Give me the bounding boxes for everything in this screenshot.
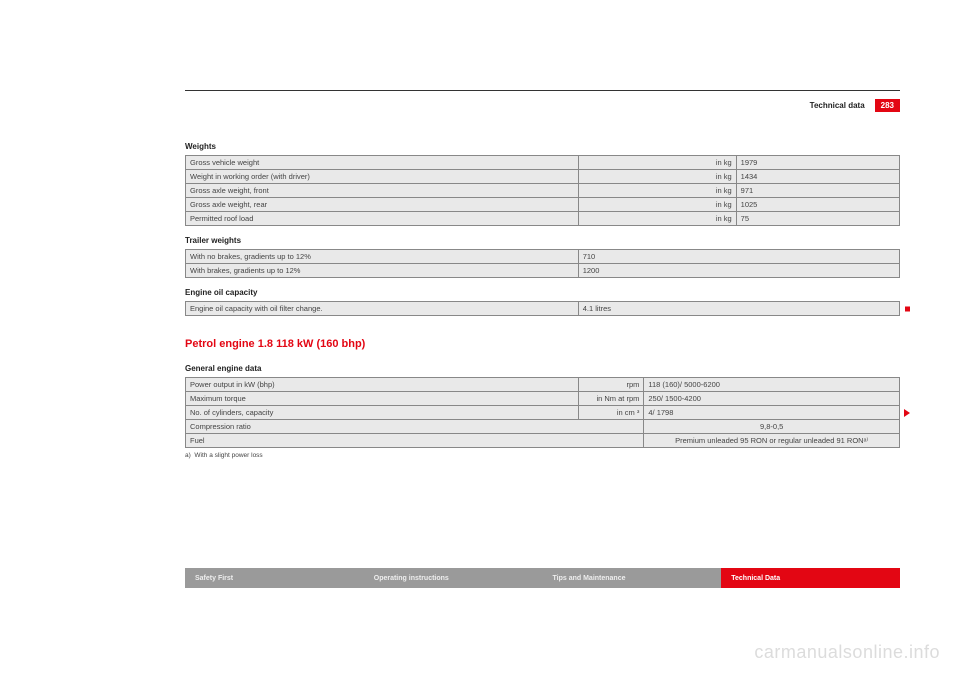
cell-value: 250/ 1500-4200: [644, 392, 900, 406]
table-row: Maximum torquein Nm at rpm250/ 1500-4200: [186, 392, 900, 406]
cell-unit: in kg: [578, 184, 736, 198]
engine-heading: Petrol engine 1.8 118 kW (160 bhp): [185, 338, 900, 350]
oil-title: Engine oil capacity: [185, 288, 900, 297]
end-marker-icon: [905, 306, 910, 311]
header-title: Technical data: [810, 101, 865, 110]
cell-unit: in kg: [578, 170, 736, 184]
nav-tips-maintenance[interactable]: Tips and Maintenance: [543, 568, 722, 588]
table-row: Gross axle weight, rearin kg1025: [186, 198, 900, 212]
trailer-title: Trailer weights: [185, 236, 900, 245]
cell-unit: in Nm at rpm: [578, 392, 644, 406]
cell-unit: in kg: [578, 212, 736, 226]
footnote: a) With a slight power loss: [185, 452, 900, 459]
cell-value: 75: [736, 212, 899, 226]
page-content: Technical data 283 Weights Gross vehicle…: [185, 90, 900, 459]
header-row: Technical data 283: [185, 99, 900, 112]
oil-table-wrap: Engine oil capacity with oil filter chan…: [185, 301, 900, 316]
continue-arrow-icon: [904, 409, 910, 417]
cell-label: Compression ratio: [186, 420, 644, 434]
cell-unit: in kg: [578, 156, 736, 170]
cell-label: Gross axle weight, front: [186, 184, 579, 198]
weights-title: Weights: [185, 142, 900, 151]
cell-unit: rpm: [578, 378, 644, 392]
cell-value: 1200: [578, 264, 899, 278]
table-row: Permitted roof loadin kg75: [186, 212, 900, 226]
engine-data-wrap: Power output in kW (bhp)rpm118 (160)/ 50…: [185, 377, 900, 448]
cell-label: With no brakes, gradients up to 12%: [186, 250, 579, 264]
table-row: Weight in working order (with driver)in …: [186, 170, 900, 184]
header-rule: [185, 90, 900, 91]
engine-data-table: Power output in kW (bhp)rpm118 (160)/ 50…: [185, 377, 900, 448]
table-row: Power output in kW (bhp)rpm118 (160)/ 50…: [186, 378, 900, 392]
cell-unit: in kg: [578, 198, 736, 212]
table-row: Engine oil capacity with oil filter chan…: [186, 302, 900, 316]
cell-label: Fuel: [186, 434, 644, 448]
footnote-text: With a slight power loss: [194, 452, 262, 459]
cell-label: Weight in working order (with driver): [186, 170, 579, 184]
table-row: With no brakes, gradients up to 12%710: [186, 250, 900, 264]
cell-label: Engine oil capacity with oil filter chan…: [186, 302, 579, 316]
cell-value: 118 (160)/ 5000-6200: [644, 378, 900, 392]
cell-value: 9,8-0,5: [644, 420, 900, 434]
cell-value: 1025: [736, 198, 899, 212]
cell-unit: in cm ³: [578, 406, 644, 420]
table-row: Compression ratio9,8-0,5: [186, 420, 900, 434]
cell-value: 4.1 litres: [578, 302, 899, 316]
nav-safety-first[interactable]: Safety First: [185, 568, 364, 588]
cell-value: Premium unleaded 95 RON or regular unlea…: [644, 434, 900, 448]
oil-table: Engine oil capacity with oil filter chan…: [185, 301, 900, 316]
cell-label: Gross axle weight, rear: [186, 198, 579, 212]
footnote-marker: a): [185, 452, 191, 459]
table-row: Gross vehicle weightin kg1979: [186, 156, 900, 170]
cell-label: No. of cylinders, capacity: [186, 406, 579, 420]
cell-value: 4/ 1798: [644, 406, 900, 420]
cell-label: Gross vehicle weight: [186, 156, 579, 170]
footer-nav: Safety First Operating instructions Tips…: [185, 568, 900, 588]
cell-value: 1434: [736, 170, 899, 184]
cell-value: 1979: [736, 156, 899, 170]
page-number-badge: 283: [875, 99, 900, 112]
cell-label: Maximum torque: [186, 392, 579, 406]
cell-value: 710: [578, 250, 899, 264]
table-row: With brakes, gradients up to 12%1200: [186, 264, 900, 278]
engine-data-title: General engine data: [185, 364, 900, 373]
weights-table: Gross vehicle weightin kg1979 Weight in …: [185, 155, 900, 226]
cell-label: Power output in kW (bhp): [186, 378, 579, 392]
table-row: Gross axle weight, frontin kg971: [186, 184, 900, 198]
cell-label: With brakes, gradients up to 12%: [186, 264, 579, 278]
watermark: carmanualsonline.info: [754, 642, 940, 663]
nav-technical-data[interactable]: Technical Data: [721, 568, 900, 588]
nav-operating-instructions[interactable]: Operating instructions: [364, 568, 543, 588]
trailer-table: With no brakes, gradients up to 12%710 W…: [185, 249, 900, 278]
cell-label: Permitted roof load: [186, 212, 579, 226]
cell-value: 971: [736, 184, 899, 198]
table-row: FuelPremium unleaded 95 RON or regular u…: [186, 434, 900, 448]
table-row: No. of cylinders, capacityin cm ³4/ 1798: [186, 406, 900, 420]
